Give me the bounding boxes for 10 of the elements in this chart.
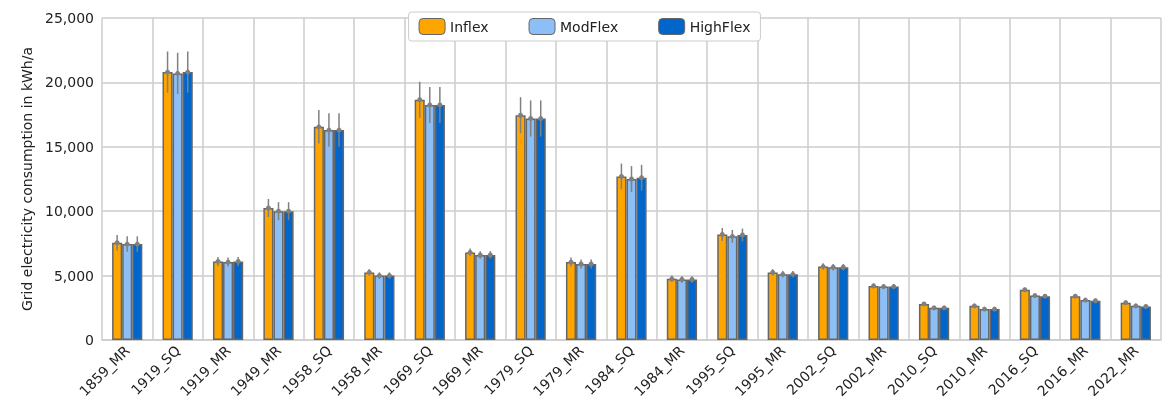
y-tick-label: 20,000 [45,74,94,91]
y-tick-label: 5,000 [53,267,94,284]
y-tick-label: 25,000 [45,10,94,26]
legend-label: HighFlex [689,18,751,35]
y-axis-title: Grid electricity consumption in kWh/a [19,46,35,312]
legend-label: ModFlex [560,18,619,35]
legend-label: Inflex [450,18,489,35]
y-tick-label: 15,000 [45,138,94,155]
y-tick-label: 0 [85,332,94,348]
y-tick-label: 10,000 [45,203,94,220]
